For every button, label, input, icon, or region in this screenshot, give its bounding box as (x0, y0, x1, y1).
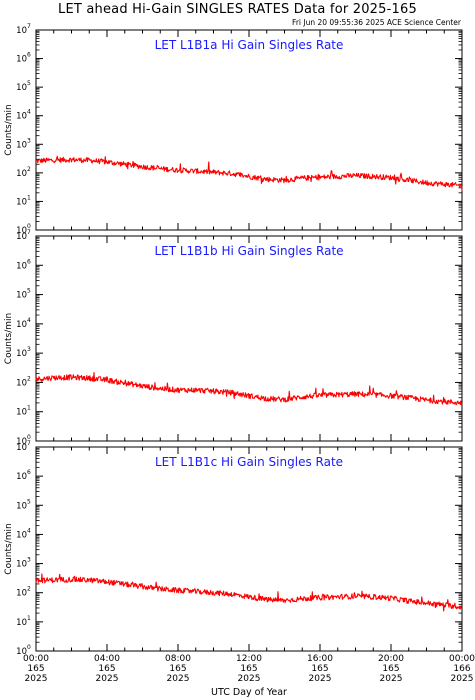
y-tick-exponent: 5 (27, 288, 31, 295)
y-tick-exponent: 0 (27, 434, 31, 441)
x-axis-label: UTC Day of Year (211, 687, 287, 698)
y-tick-label: 10 (16, 261, 27, 271)
y-tick-label: 10 (16, 226, 27, 236)
y-axis-label: Counts/min (4, 313, 14, 364)
y-tick-label: 10 (16, 112, 27, 122)
y-tick-label: 10 (16, 320, 27, 330)
series-line (35, 573, 463, 612)
x-tick-label: 165 (240, 664, 257, 674)
y-tick-exponent: 4 (27, 527, 31, 534)
y-tick-label: 10 (16, 501, 27, 511)
x-tick-label: 165 (27, 664, 44, 674)
plot-frame (35, 29, 463, 231)
y-tick-label: 10 (16, 169, 27, 179)
y-tick-exponent: 5 (27, 80, 31, 87)
y-axis-label: Counts/min (4, 104, 14, 155)
y-tick-label: 10 (16, 472, 27, 482)
y-tick-exponent: 7 (27, 229, 31, 236)
y-tick-exponent: 6 (27, 469, 31, 476)
y-tick-exponent: 1 (27, 194, 31, 201)
y-tick-label: 10 (16, 291, 27, 301)
y-tick-label: 10 (16, 437, 27, 447)
x-tick-label: 04:00 (94, 654, 120, 664)
x-tick-label: 2025 (451, 674, 474, 684)
y-tick-label: 10 (16, 560, 27, 570)
series-line (35, 155, 463, 191)
y-tick-exponent: 4 (27, 317, 31, 324)
x-tick-label: 2025 (25, 674, 48, 684)
y-tick-label: 10 (16, 26, 27, 36)
y-tick-exponent: 2 (27, 166, 31, 173)
x-tick-label: 16:00 (307, 654, 333, 664)
x-tick-label: 166 (453, 664, 470, 674)
y-tick-label: 10 (16, 589, 27, 599)
page-title: LET ahead Hi-Gain SINGLES RATES Data for… (58, 2, 417, 17)
y-tick-label: 10 (16, 443, 27, 453)
y-tick-exponent: 5 (27, 498, 31, 505)
y-tick-exponent: 6 (27, 258, 31, 265)
y-tick-exponent: 6 (27, 52, 31, 59)
y-tick-label: 10 (16, 55, 27, 65)
x-tick-label: 00:00 (23, 654, 49, 664)
y-tick-label: 10 (16, 378, 27, 388)
x-tick-label: 12:00 (236, 654, 262, 664)
y-tick-label: 10 (16, 197, 27, 207)
y-tick-label: 10 (16, 408, 27, 418)
x-tick-label: 2025 (96, 674, 119, 684)
plot-frame (35, 446, 463, 652)
x-tick-label: 20:00 (378, 654, 404, 664)
y-tick-exponent: 2 (27, 586, 31, 593)
x-tick-label: 2025 (380, 674, 403, 684)
y-tick-exponent: 3 (27, 137, 31, 144)
y-tick-label: 10 (16, 618, 27, 628)
timestamp: Fri Jun 20 09:55:36 2025 ACE Science Cen… (292, 18, 461, 27)
y-axis-label: Counts/min (4, 523, 14, 574)
series-line (35, 372, 463, 406)
x-tick-label: 08:00 (165, 654, 191, 664)
panel-title: LET L1B1c Hi Gain Singles Rate (155, 455, 343, 469)
y-tick-exponent: 0 (27, 223, 31, 230)
x-tick-label: 165 (382, 664, 399, 674)
x-tick-label: 2025 (309, 674, 332, 684)
y-tick-label: 10 (16, 530, 27, 540)
y-tick-exponent: 1 (27, 405, 31, 412)
y-tick-exponent: 0 (27, 644, 31, 651)
x-tick-label: 165 (311, 664, 328, 674)
panel-title: LET L1B1a Hi Gain Singles Rate (155, 38, 344, 52)
panel-title: LET L1B1b Hi Gain Singles Rate (154, 244, 343, 258)
y-tick-exponent: 1 (27, 615, 31, 622)
y-tick-exponent: 7 (27, 440, 31, 447)
y-tick-exponent: 3 (27, 346, 31, 353)
x-tick-label: 2025 (167, 674, 190, 684)
x-tick-label: 00:00 (449, 654, 475, 664)
y-tick-label: 10 (16, 349, 27, 359)
x-tick-label: 2025 (238, 674, 261, 684)
y-tick-exponent: 7 (27, 23, 31, 30)
y-tick-label: 10 (16, 647, 27, 657)
y-tick-exponent: 4 (27, 109, 31, 116)
x-tick-label: 165 (169, 664, 186, 674)
y-tick-label: 10 (16, 140, 27, 150)
x-tick-label: 165 (98, 664, 115, 674)
plot-frame (35, 235, 463, 442)
y-tick-label: 10 (16, 232, 27, 242)
y-tick-exponent: 2 (27, 375, 31, 382)
y-tick-label: 10 (16, 83, 27, 93)
y-tick-exponent: 3 (27, 557, 31, 564)
